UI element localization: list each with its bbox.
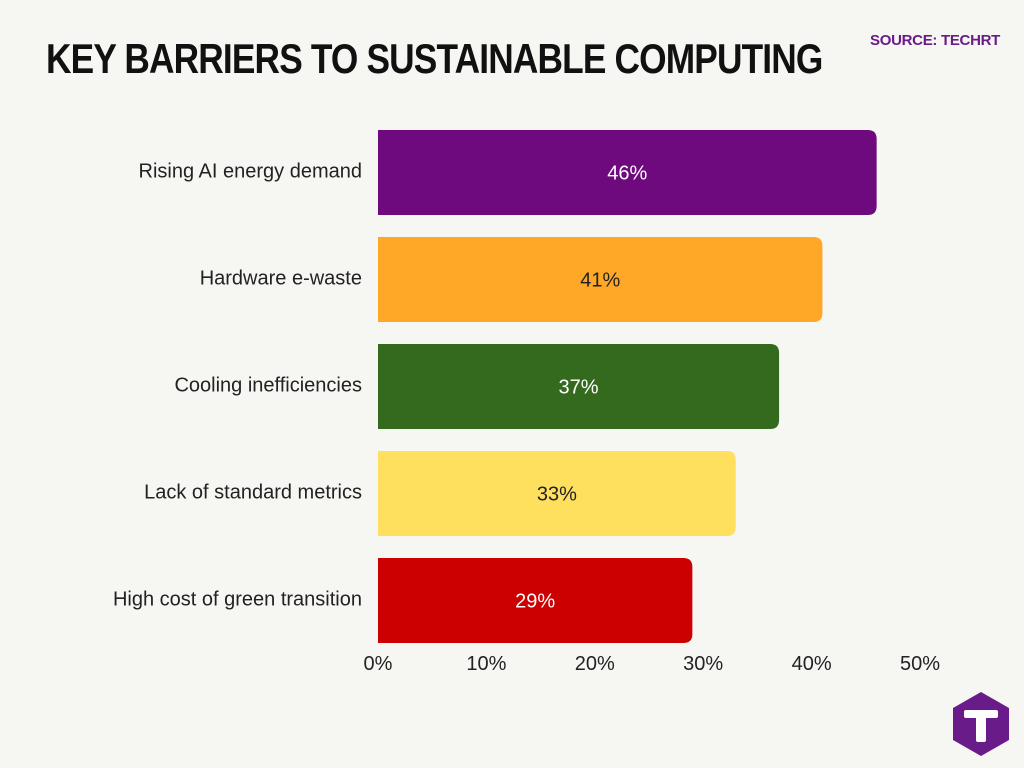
bar-lack-of-standard-metrics — [378, 451, 736, 536]
bar-hardware-e-waste — [378, 237, 823, 322]
techrt-logo-icon — [953, 692, 1009, 756]
category-label-hardware-e-waste: Hardware e-waste — [200, 267, 362, 289]
value-label-hardware-e-waste: 41% — [580, 269, 620, 291]
category-label-cooling-inefficiencies: Cooling inefficiencies — [174, 374, 362, 396]
category-label-rising-ai-energy-demand: Rising AI energy demand — [139, 160, 362, 182]
category-label-lack-of-standard-metrics: Lack of standard metrics — [144, 481, 362, 503]
x-tick-label: 0% — [364, 653, 393, 675]
x-tick-label: 50% — [900, 653, 940, 675]
x-tick-label: 40% — [792, 653, 832, 675]
x-tick-label: 20% — [575, 653, 615, 675]
chart-title: KEY BARRIERS TO SUSTAINABLE COMPUTING — [46, 35, 823, 82]
value-label-cooling-inefficiencies: 37% — [559, 376, 599, 398]
bar-group: Rising AI energy demand 46% Hardware e-was… — [113, 130, 877, 643]
bar-cooling-inefficiencies — [378, 344, 780, 429]
x-tick-label: 10% — [466, 653, 506, 675]
category-label-high-cost-of-green-transition: High cost of green transition — [113, 588, 362, 610]
value-label-lack-of-standard-metrics: 33% — [537, 483, 577, 505]
value-label-high-cost-of-green-transition: 29% — [515, 590, 555, 612]
source-label: SOURCE: TECHRT — [870, 32, 1000, 49]
bar-high-cost-of-green-transition — [378, 558, 693, 643]
x-axis-ticks: 0% 10% 20% 30% 40% 50% — [364, 653, 941, 675]
value-label-rising-ai-energy-demand: 46% — [607, 162, 647, 184]
bar-rising-ai-energy-demand — [378, 130, 877, 215]
x-tick-label: 30% — [683, 653, 723, 675]
